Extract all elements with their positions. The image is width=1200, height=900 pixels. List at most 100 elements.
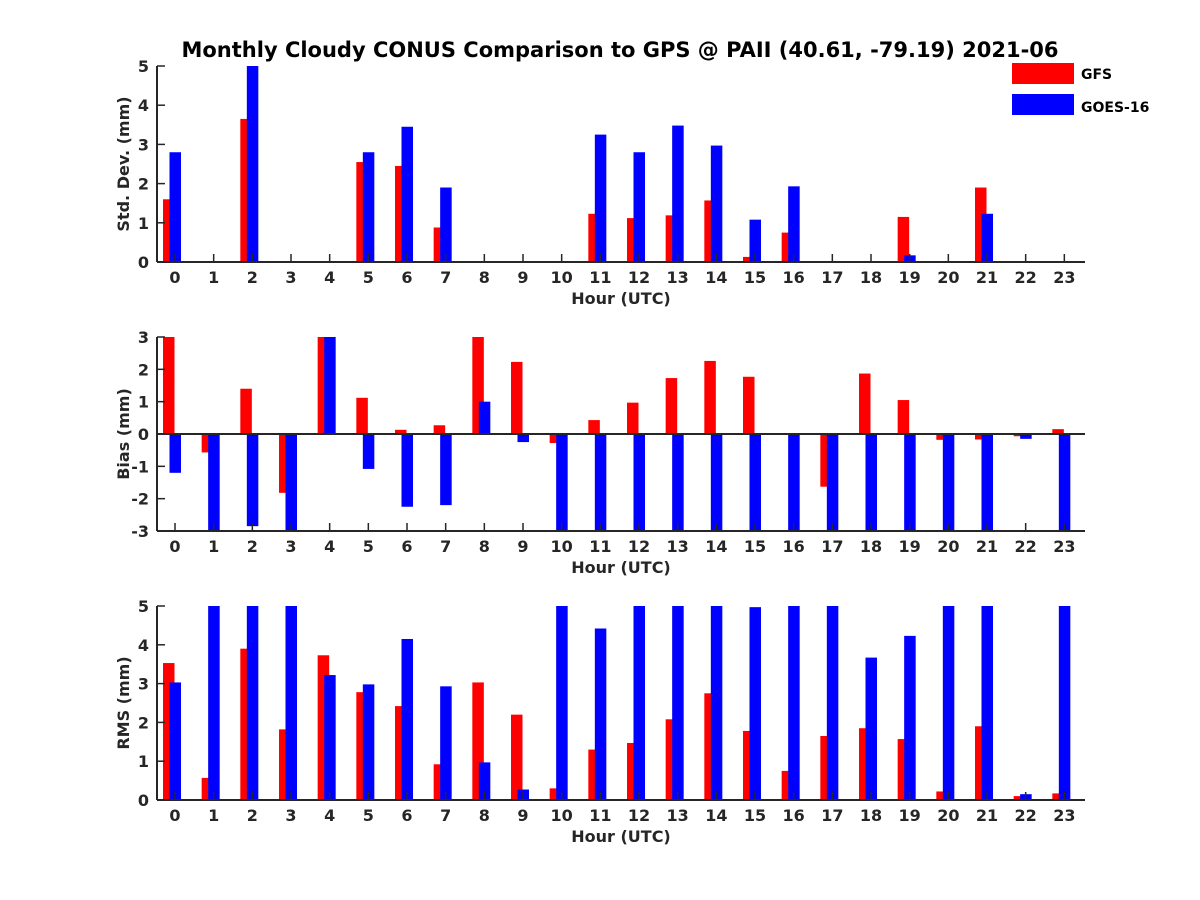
bias-x-tick-label: 15 [744,537,766,556]
legend-swatch-gfs [1012,63,1074,84]
rms-x-tick-label: 0 [169,806,180,825]
std-dev-x-tick-label: 19 [899,268,921,287]
bias-bar-gfs-12 [627,402,639,434]
bias-bar-gfs-18 [859,373,871,434]
std-dev-bar-goes16-5 [362,152,375,262]
rms-x-tick-label: 13 [667,806,689,825]
rms-bar-gfs-11 [588,749,600,800]
std-dev-bar-gfs-0 [163,199,175,262]
rms-x-tick-label: 14 [705,806,727,825]
std-dev-x-tick-label: 0 [169,268,180,287]
rms-x-tick-label: 10 [551,806,573,825]
std-dev-x-tick-label: 21 [976,268,998,287]
bias-x-tick-label: 1 [208,537,219,556]
bias-bar-gfs-22 [1013,434,1026,437]
rms-bar-goes16-18 [865,657,877,800]
rms-x-tick-label: 22 [1015,806,1037,825]
std-dev-y-tick-label: 1 [138,214,149,233]
rms-x-tick-label: 6 [401,806,412,825]
rms-x-tick-label: 21 [976,806,998,825]
bias-bar-goes16-15 [749,434,761,531]
rms-bar-gfs-2 [240,648,252,800]
bias-bar-goes16-9 [517,434,529,443]
bias-bar-goes16-23 [1058,434,1071,531]
std-dev-y-tick-label: 0 [138,253,149,272]
rms-bar-goes16-23 [1058,606,1071,800]
bias-bar-gfs-14 [704,360,716,434]
bias-bar-goes16-6 [401,434,413,507]
bias-bar-goes16-4 [324,337,336,434]
bias-bar-goes16-8 [478,401,491,434]
rms-bar-goes16-10 [556,606,568,800]
bias-bar-gfs-2 [240,388,252,434]
rms-bar-gfs-15 [743,730,755,800]
bias-x-tick-label: 21 [976,537,998,556]
rms-bar-gfs-12 [627,742,639,800]
bias-y-axis-label: Bias (mm) [114,388,133,480]
bias-bar-goes16-5 [362,434,375,469]
std-dev-x-tick-label: 8 [479,268,490,287]
rms-x-tick-label: 9 [517,806,528,825]
rms-bar-gfs-13 [665,719,678,800]
rms-bar-gfs-20 [936,791,948,800]
rms-x-tick-label: 7 [440,806,451,825]
rms-x-tick-label: 12 [628,806,650,825]
bias-bar-gfs-6 [395,429,407,434]
std-dev-bar-goes16-0 [169,152,181,262]
rms-bar-goes16-15 [749,607,761,800]
std-dev-bar-gfs-14 [704,200,716,262]
rms-x-tick-label: 4 [324,806,335,825]
std-dev-bar-gfs-16 [781,232,794,262]
std-dev-bar-gfs-7 [433,227,446,262]
rms-bar-goes16-4 [324,675,336,800]
bias-x-tick-label: 16 [783,537,805,556]
std-dev-bar-goes16-6 [401,126,413,262]
rms-bar-gfs-4 [317,655,330,800]
rms-bar-gfs-1 [201,777,214,800]
std-dev-x-tick-label: 23 [1053,268,1075,287]
rms-bar-goes16-0 [169,682,181,800]
bias-y-tick-label: -1 [131,457,149,476]
rms-y-axis-label: RMS (mm) [114,656,133,749]
std-dev-bar-goes16-13 [672,125,684,262]
bias-y-tick-label: 0 [138,425,149,444]
bias-bar-gfs-23 [1052,429,1064,434]
rms-bar-goes16-20 [942,606,955,800]
chart-title: Monthly Cloudy CONUS Comparison to GPS @… [181,38,1058,62]
rms-bar-goes16-7 [440,686,452,800]
std-dev-y-tick-label: 2 [138,175,149,194]
rms-bar-gfs-9 [511,714,523,800]
bias-y-tick-label: 1 [138,393,149,412]
bias-bar-goes16-21 [981,434,993,531]
rms-bar-goes16-13 [672,606,684,800]
rms-bar-gfs-14 [704,693,716,800]
bias-x-tick-label: 22 [1015,537,1037,556]
std-dev-x-tick-label: 14 [705,268,727,287]
bias-y-tick-label: 3 [138,328,149,347]
bias-y-tick-label: -3 [131,522,149,541]
rms-bar-goes16-16 [788,606,800,800]
rms-x-tick-label: 23 [1053,806,1075,825]
bias-bar-gfs-20 [936,434,948,440]
bias-bar-gfs-19 [897,400,910,434]
std-dev-x-tick-label: 11 [589,268,611,287]
bias-x-tick-label: 18 [860,537,882,556]
bias-bar-goes16-19 [904,434,916,531]
rms-bar-goes16-14 [710,606,723,800]
rms-x-tick-label: 8 [479,806,490,825]
rms-x-tick-label: 16 [783,806,805,825]
std-dev-bar-gfs-2 [240,118,252,262]
std-dev-y-tick-label: 5 [138,57,149,76]
std-dev-bar-gfs-13 [665,215,678,262]
legend-label-goes16: GOES-16 [1081,100,1149,116]
bias-bar-gfs-10 [549,434,562,444]
legend-swatch-goes16 [1012,94,1074,115]
std-dev-x-tick-label: 13 [667,268,689,287]
bias-y-tick-label: 2 [138,360,149,379]
std-dev-x-tick-label: 3 [285,268,296,287]
std-dev-bar-goes16-16 [788,186,800,262]
rms-bar-gfs-3 [279,729,291,800]
rms-x-tick-label: 17 [821,806,843,825]
